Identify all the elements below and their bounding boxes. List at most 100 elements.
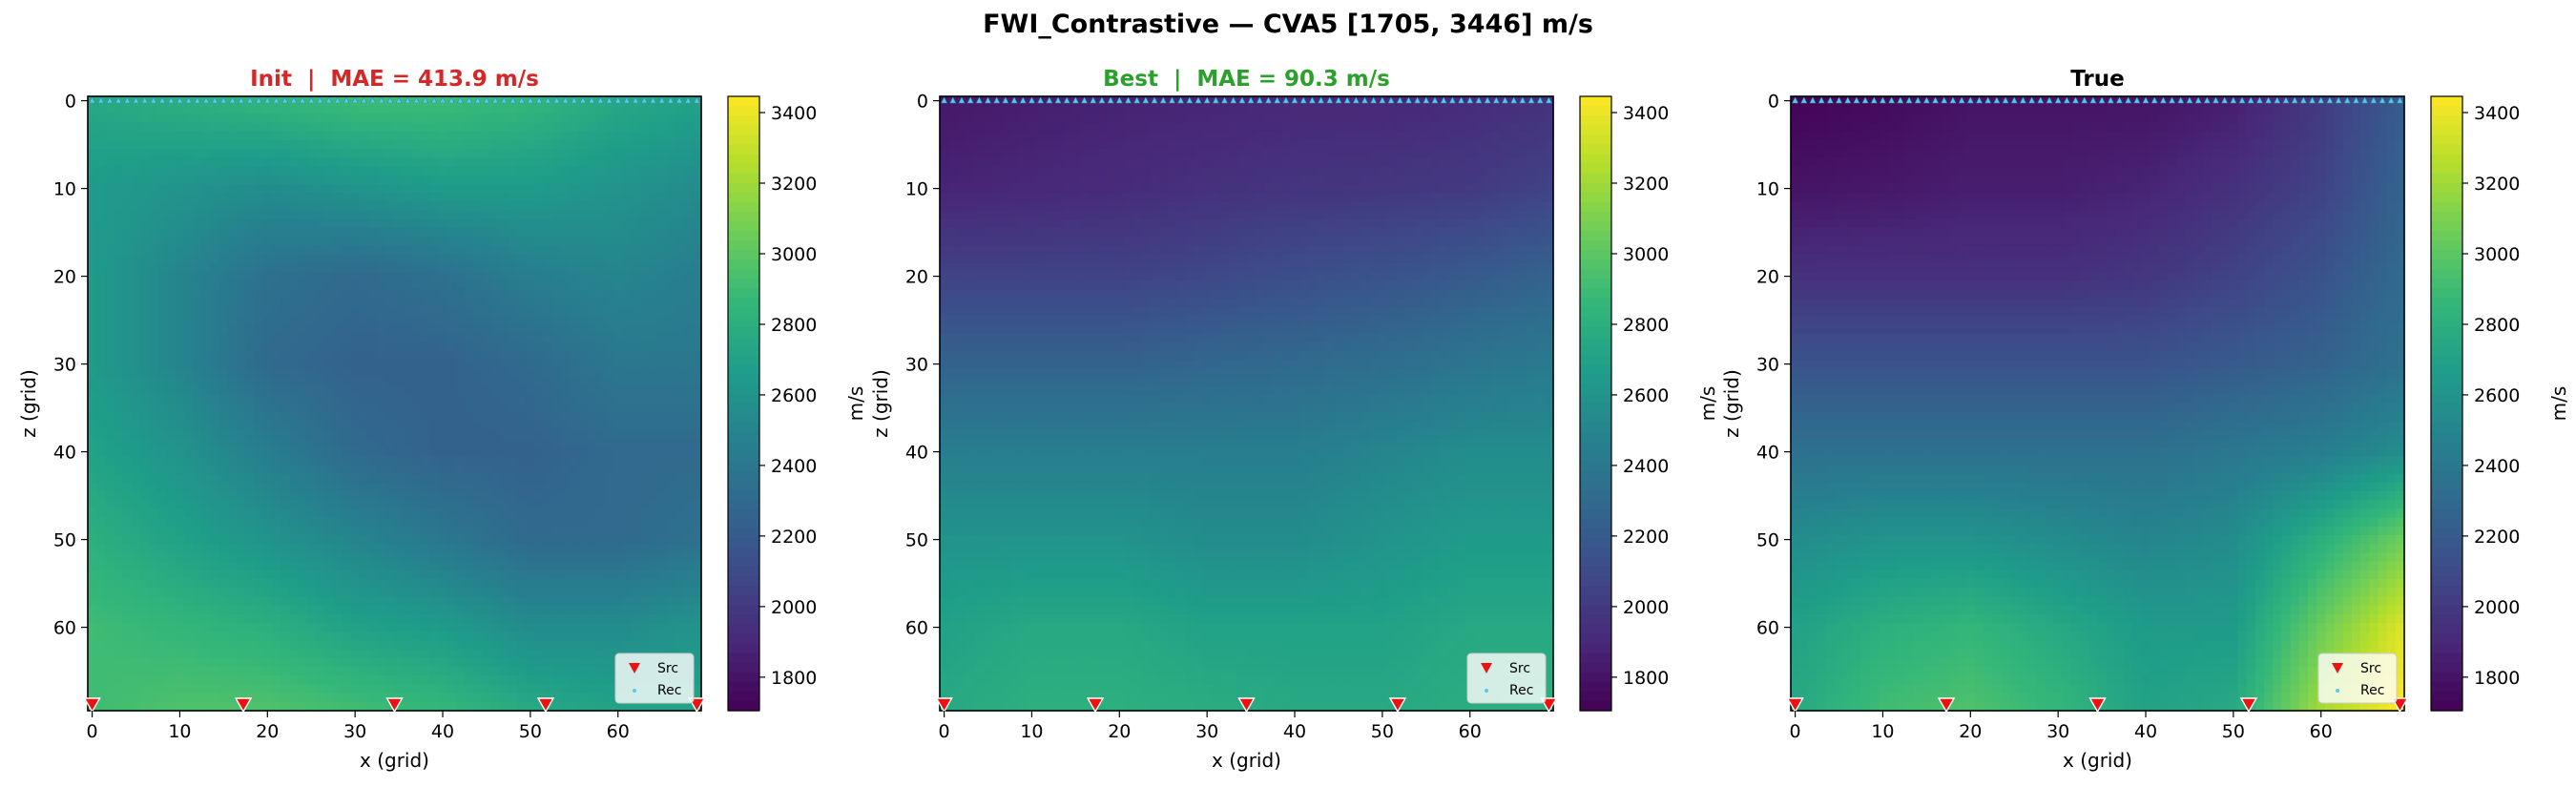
heatmap-cell xyxy=(306,394,317,404)
heatmap-cell xyxy=(447,535,457,545)
heatmap-cell xyxy=(561,201,571,212)
heatmap-cell xyxy=(315,280,325,290)
heatmap-cell xyxy=(482,262,492,273)
heatmap-cell xyxy=(683,140,694,150)
heatmap-cell xyxy=(175,640,185,651)
heatmap-cell xyxy=(683,552,694,563)
heatmap-cell xyxy=(342,544,352,553)
heatmap-cell xyxy=(210,500,220,509)
heatmap-cell xyxy=(551,166,562,176)
heatmap-cell xyxy=(587,350,597,361)
heatmap-cell xyxy=(359,360,369,369)
heatmap-cell xyxy=(551,596,562,607)
heatmap-cell xyxy=(140,201,150,212)
heatmap-cell xyxy=(385,412,396,422)
heatmap-cell xyxy=(622,193,633,202)
heatmap-cell xyxy=(648,350,658,361)
heatmap-cell xyxy=(570,482,579,492)
heatmap-cell xyxy=(657,535,667,545)
heatmap-cell xyxy=(193,324,203,334)
heatmap-cell xyxy=(88,421,97,431)
heatmap-cell xyxy=(157,561,168,571)
heatmap-cell xyxy=(411,482,422,492)
heatmap-cell xyxy=(184,140,194,150)
heatmap-cell xyxy=(262,105,273,114)
heatmap-cell xyxy=(227,491,238,501)
heatmap-cell xyxy=(411,623,422,632)
heatmap-cell xyxy=(429,324,440,334)
heatmap-cell xyxy=(298,316,308,325)
heatmap-cell xyxy=(315,544,325,553)
heatmap-cell xyxy=(587,500,597,509)
heatmap-cell xyxy=(411,360,422,369)
heatmap-cell xyxy=(254,508,264,519)
heatmap-cell xyxy=(411,640,422,651)
heatmap-cell xyxy=(245,429,256,440)
heatmap-cell xyxy=(464,667,474,676)
heatmap-cell xyxy=(298,429,308,440)
heatmap-cell xyxy=(683,438,694,448)
heatmap-cell xyxy=(692,605,702,615)
heatmap-cell xyxy=(648,535,658,545)
heatmap-cell xyxy=(333,360,343,369)
heatmap-cell xyxy=(534,500,545,509)
heatmap-cell xyxy=(438,228,448,238)
heatmap-cell xyxy=(543,473,553,484)
heatmap-cell xyxy=(570,544,579,553)
heatmap-cell xyxy=(149,193,159,202)
heatmap-cell xyxy=(429,122,440,133)
heatmap-cell xyxy=(201,245,212,256)
heatmap-cell xyxy=(175,193,185,202)
heatmap-cell xyxy=(298,491,308,501)
heatmap-cell xyxy=(227,632,238,641)
heatmap-cell xyxy=(254,193,264,202)
heatmap-cell xyxy=(473,465,483,475)
heatmap-cell xyxy=(237,350,246,361)
heatmap-cell xyxy=(315,412,325,422)
heatmap-cell xyxy=(350,368,361,378)
heatmap-cell xyxy=(394,228,405,238)
heatmap-cell xyxy=(227,149,238,158)
heatmap-cell xyxy=(193,140,203,150)
heatmap-cell xyxy=(149,237,159,246)
heatmap-cell xyxy=(315,588,325,597)
heatmap-cell xyxy=(429,272,440,281)
heatmap-cell xyxy=(175,201,185,212)
heatmap-cell xyxy=(429,254,440,264)
heatmap-cell xyxy=(666,482,676,492)
heatmap-cell xyxy=(447,482,457,492)
heatmap-cell xyxy=(587,508,597,519)
heatmap-cell xyxy=(210,385,220,396)
heatmap-cell xyxy=(464,684,474,694)
heatmap-cell xyxy=(490,482,501,492)
heatmap-cell xyxy=(455,570,466,580)
heatmap-cell xyxy=(561,193,571,202)
heatmap-cell xyxy=(587,465,597,475)
heatmap-cell xyxy=(499,526,509,536)
heatmap-cell xyxy=(490,272,501,281)
heatmap-cell xyxy=(201,254,212,264)
heatmap-cell xyxy=(543,456,553,466)
heatmap-cell xyxy=(613,465,623,475)
heatmap-cell xyxy=(692,385,702,396)
heatmap-cell xyxy=(499,228,509,238)
heatmap-cell xyxy=(114,157,124,168)
heatmap-cell xyxy=(411,385,422,396)
heatmap-cell xyxy=(551,649,562,659)
heatmap-cell xyxy=(377,465,386,475)
heatmap-cell xyxy=(237,675,246,685)
heatmap-cell xyxy=(666,131,676,141)
heatmap-cell xyxy=(587,544,597,553)
heatmap-cell xyxy=(210,684,220,694)
heatmap-cell xyxy=(403,623,413,632)
heatmap-cell xyxy=(166,526,177,536)
heatmap-cell xyxy=(490,508,501,519)
heatmap-cell xyxy=(543,298,553,308)
heatmap-cell xyxy=(385,508,396,519)
heatmap-cell xyxy=(561,377,571,387)
heatmap-cell xyxy=(193,447,203,457)
heatmap-cell xyxy=(227,218,238,229)
heatmap-cell xyxy=(149,675,159,685)
heatmap-cell xyxy=(218,360,229,369)
heatmap-cell xyxy=(289,122,300,133)
